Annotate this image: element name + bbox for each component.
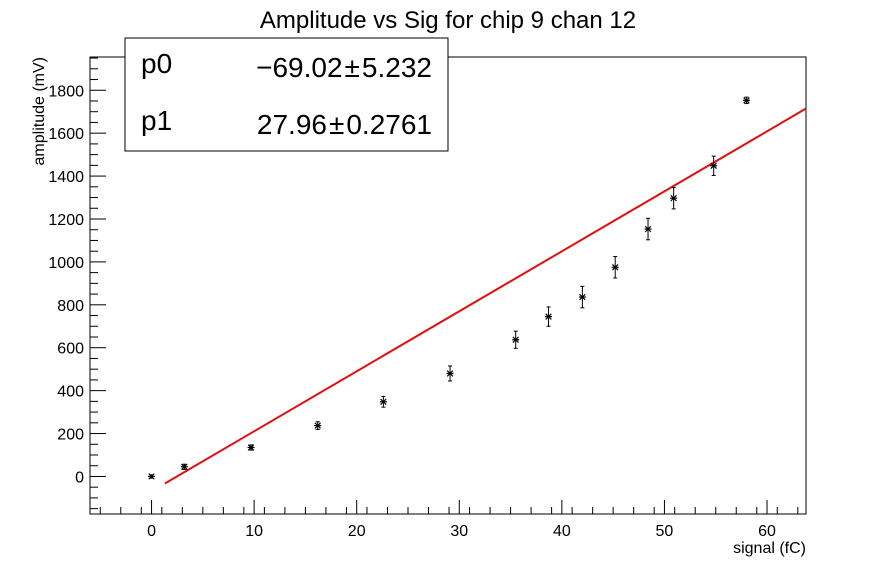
y-axis-label: amplitude (mV) [31, 57, 48, 165]
x-tick-label: 0 [147, 523, 156, 540]
data-point [247, 444, 255, 451]
star-marker [512, 336, 519, 344]
star-marker [611, 264, 619, 271]
y-tick-label: 1200 [48, 212, 84, 229]
stats-value-p0: −69.02 [256, 52, 342, 83]
star-marker [743, 97, 750, 104]
stats-param-name-p1: p1 [141, 105, 172, 136]
stats-value-p1: 27.96 [257, 109, 327, 140]
star-marker [644, 225, 652, 233]
data-point [578, 285, 586, 309]
y-tick-label: 1000 [48, 255, 84, 272]
star-marker [545, 313, 552, 320]
x-tick-label: 10 [245, 523, 263, 540]
star-marker [181, 463, 188, 471]
stats-pm-symbol-p0: ± [345, 52, 360, 83]
star-marker [314, 422, 321, 429]
star-marker [670, 194, 677, 202]
x-tick-label: 30 [450, 523, 468, 540]
data-points [148, 96, 751, 480]
y-tick-label: 400 [57, 384, 84, 401]
x-axis: 0 10 20 30 40 50 60 [99, 500, 799, 540]
stats-param-value-p0: −69.02±5.232 [256, 52, 432, 83]
y-tick-label: 200 [57, 427, 84, 444]
stats-param-value-p1: 27.96±0.2761 [257, 109, 432, 140]
data-point [710, 155, 718, 176]
star-marker [710, 162, 717, 170]
star-marker [380, 398, 387, 406]
y-tick-label: 0 [75, 469, 84, 486]
stats-box-frame [124, 37, 449, 152]
data-point [611, 256, 619, 279]
data-point [379, 395, 387, 408]
x-tick-label: 20 [348, 523, 366, 540]
stats-param-name-p0: p0 [141, 48, 172, 79]
star-marker [148, 473, 155, 480]
x-tick-label: 40 [553, 523, 571, 540]
data-point [644, 217, 652, 241]
y-tick-label: 600 [57, 341, 84, 358]
chart-title: Amplitude vs Sig for chip 9 chan 12 [260, 7, 636, 34]
data-point [743, 96, 751, 105]
stats-error-p1: 0.2761 [346, 109, 432, 140]
data-point [148, 473, 156, 480]
y-tick-label: 800 [57, 298, 84, 315]
stats-box: p0 −69.02±5.232 p1 27.96±0.2761 [124, 37, 449, 152]
data-point [512, 330, 520, 349]
x-axis-label: signal (fC) [733, 540, 806, 557]
x-tick-label: 60 [758, 523, 776, 540]
y-tick-label: 1400 [48, 169, 84, 186]
x-tick-label: 50 [656, 523, 674, 540]
data-point [545, 306, 553, 327]
data-point [314, 421, 322, 430]
y-tick-label: 1800 [48, 83, 84, 100]
data-point [670, 186, 678, 210]
y-tick-label: 1600 [48, 126, 84, 143]
star-marker [579, 293, 586, 301]
data-point [180, 463, 188, 471]
stats-pm-symbol-p1: ± [329, 109, 344, 140]
fit-layer [164, 107, 807, 485]
data-point [446, 365, 454, 382]
stats-error-p0: 5.232 [362, 52, 432, 83]
fit-line [164, 107, 807, 485]
star-marker [247, 444, 255, 451]
y-axis: 0 200 400 600 800 1000 1200 1400 1600 1800 [48, 57, 106, 510]
star-marker [446, 370, 454, 377]
